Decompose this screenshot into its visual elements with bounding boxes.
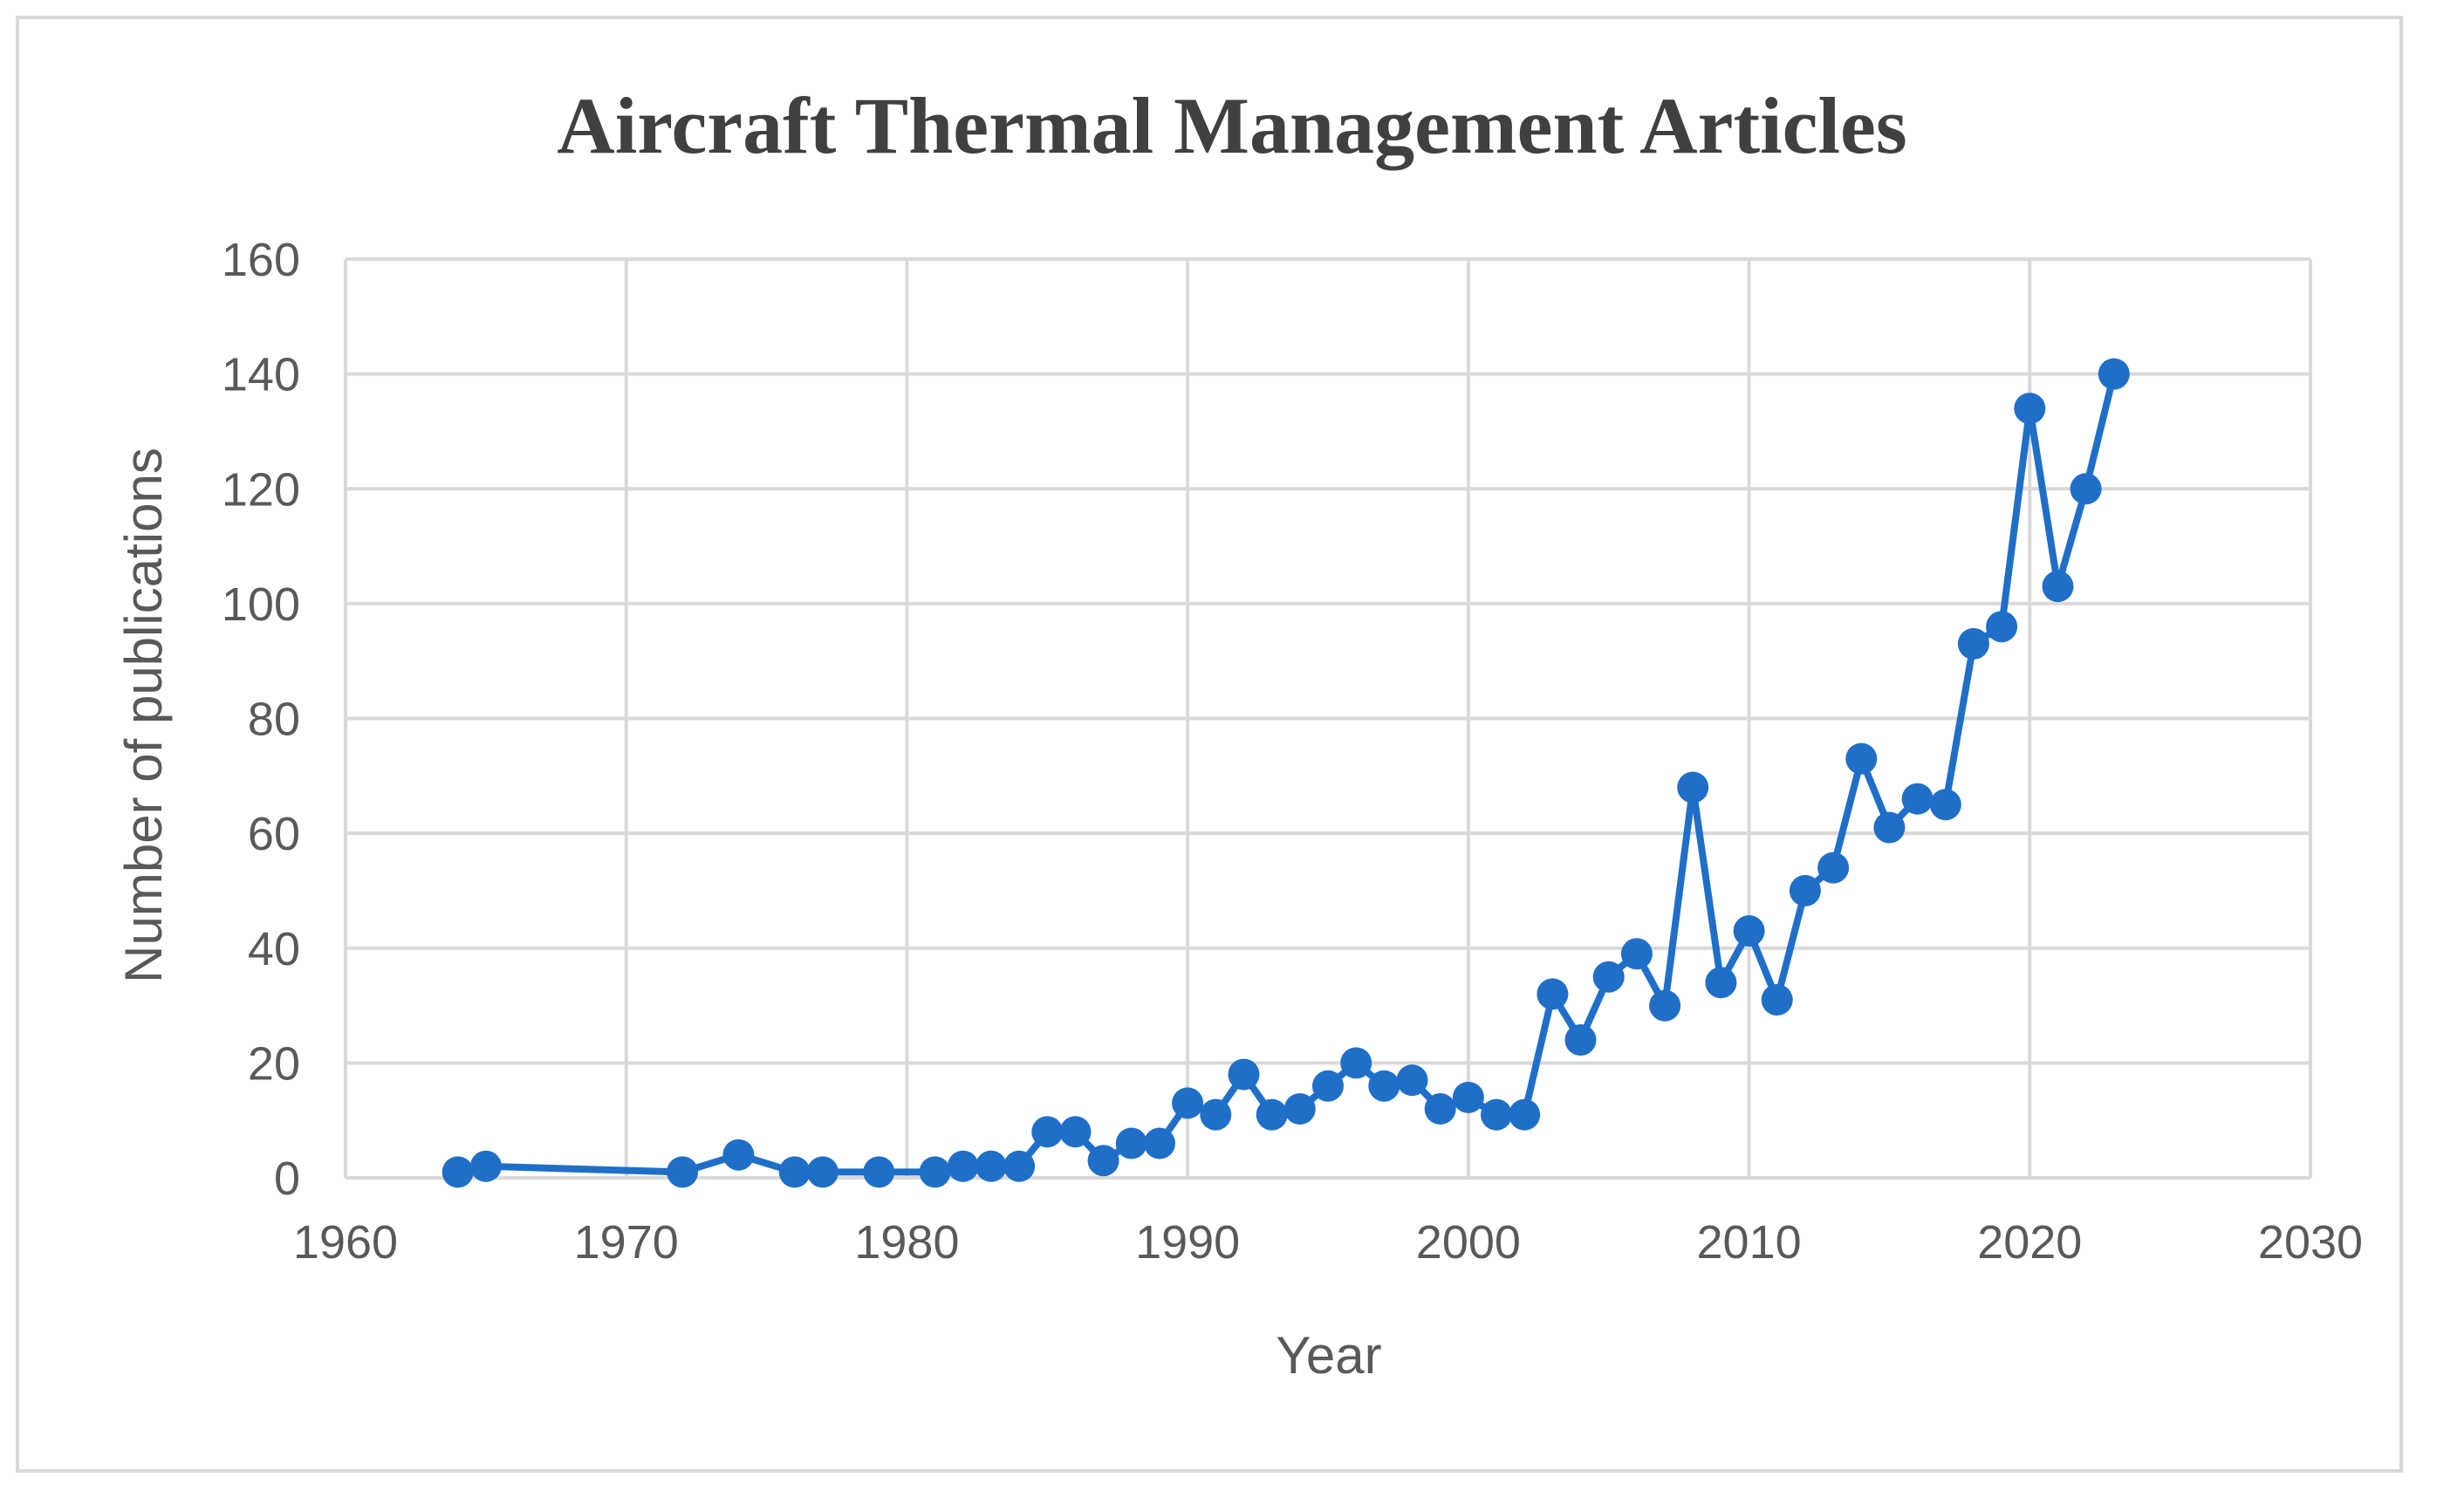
x-tick-label: 2020 xyxy=(1977,1216,2082,1269)
data-point-1990 xyxy=(1172,1087,1204,1119)
data-point-2009 xyxy=(1705,967,1737,999)
data-point-2018 xyxy=(1957,627,1989,660)
y-tick-label: 120 xyxy=(222,463,300,516)
y-tick-label: 60 xyxy=(248,808,300,860)
y-tick-label: 160 xyxy=(222,234,300,286)
data-point-2019 xyxy=(1986,611,2018,643)
data-point-2021 xyxy=(2042,571,2074,603)
data-point-1972 xyxy=(667,1156,699,1188)
data-point-1983 xyxy=(975,1150,1007,1182)
data-point-1994 xyxy=(1283,1093,1316,1125)
data-point-2011 xyxy=(1761,984,1793,1016)
data-point-2020 xyxy=(2014,393,2046,425)
data-point-1974 xyxy=(722,1139,755,1171)
data-point-1965 xyxy=(469,1150,502,1182)
grid xyxy=(344,257,2312,1180)
data-points xyxy=(441,358,2130,1188)
data-point-1996 xyxy=(1340,1047,1372,1079)
data-point-2016 xyxy=(1901,783,1934,815)
x-tick-label: 1980 xyxy=(854,1216,959,1269)
data-point-2001 xyxy=(1481,1098,1512,1131)
chart-title: Aircraft Thermal Management Articles xyxy=(557,81,1906,170)
y-axis-title: Number of publications xyxy=(114,448,173,983)
y-tick-label: 40 xyxy=(248,923,300,975)
x-tick-labels: 1960 1970 1980 1990 2000 2010 2020 2030 xyxy=(293,1216,2363,1269)
data-point-2012 xyxy=(1789,874,1821,906)
data-point-2015 xyxy=(1873,811,1906,844)
data-point-1998 xyxy=(1396,1064,1428,1097)
data-point-2010 xyxy=(1733,915,1765,947)
y-tick-label: 100 xyxy=(222,578,300,631)
x-tick-label: 2010 xyxy=(1697,1216,1802,1269)
data-point-1997 xyxy=(1368,1070,1400,1102)
data-point-1984 xyxy=(1003,1150,1036,1182)
x-axis-title: Year xyxy=(1276,1326,1381,1385)
data-point-2008 xyxy=(1677,771,1709,804)
data-point-1981 xyxy=(919,1156,951,1188)
data-point-2017 xyxy=(1929,789,1961,821)
y-tick-label: 0 xyxy=(274,1153,300,1205)
x-tick-label: 1990 xyxy=(1135,1216,1240,1269)
data-point-1985 xyxy=(1031,1116,1064,1148)
data-point-1977 xyxy=(806,1156,838,1188)
data-point-1995 xyxy=(1312,1070,1344,1102)
data-point-1982 xyxy=(947,1150,979,1182)
y-tick-labels: 0 20 40 60 80 100 120 140 160 xyxy=(222,234,300,1205)
data-point-1993 xyxy=(1256,1098,1288,1131)
data-point-1999 xyxy=(1424,1093,1456,1125)
data-point-1987 xyxy=(1087,1145,1119,1177)
data-point-2002 xyxy=(1509,1098,1541,1131)
y-tick-label: 80 xyxy=(248,694,300,746)
x-tick-label: 1970 xyxy=(574,1216,679,1269)
y-tick-label: 20 xyxy=(248,1037,300,1090)
x-tick-label: 2000 xyxy=(1416,1216,1521,1269)
data-point-1964 xyxy=(441,1156,474,1188)
data-point-2014 xyxy=(1845,742,1878,775)
data-point-1992 xyxy=(1228,1058,1260,1091)
data-point-2003 xyxy=(1537,978,1569,1010)
data-point-1976 xyxy=(778,1156,811,1188)
data-point-1989 xyxy=(1144,1127,1175,1159)
data-point-1988 xyxy=(1115,1127,1147,1159)
data-point-2000 xyxy=(1452,1081,1484,1113)
data-point-1979 xyxy=(863,1156,895,1188)
y-tick-label: 140 xyxy=(222,349,300,401)
data-point-1986 xyxy=(1059,1116,1092,1148)
data-point-2007 xyxy=(1649,989,1681,1022)
data-point-2013 xyxy=(1817,852,1850,884)
data-point-2004 xyxy=(1564,1024,1597,1056)
data-point-1991 xyxy=(1200,1098,1232,1131)
data-point-2005 xyxy=(1592,961,1625,993)
data-point-2022 xyxy=(2070,473,2102,505)
data-point-2023 xyxy=(2098,358,2130,390)
data-point-2006 xyxy=(1620,938,1653,970)
x-tick-label: 1960 xyxy=(293,1216,398,1269)
x-tick-label: 2030 xyxy=(2258,1216,2363,1269)
